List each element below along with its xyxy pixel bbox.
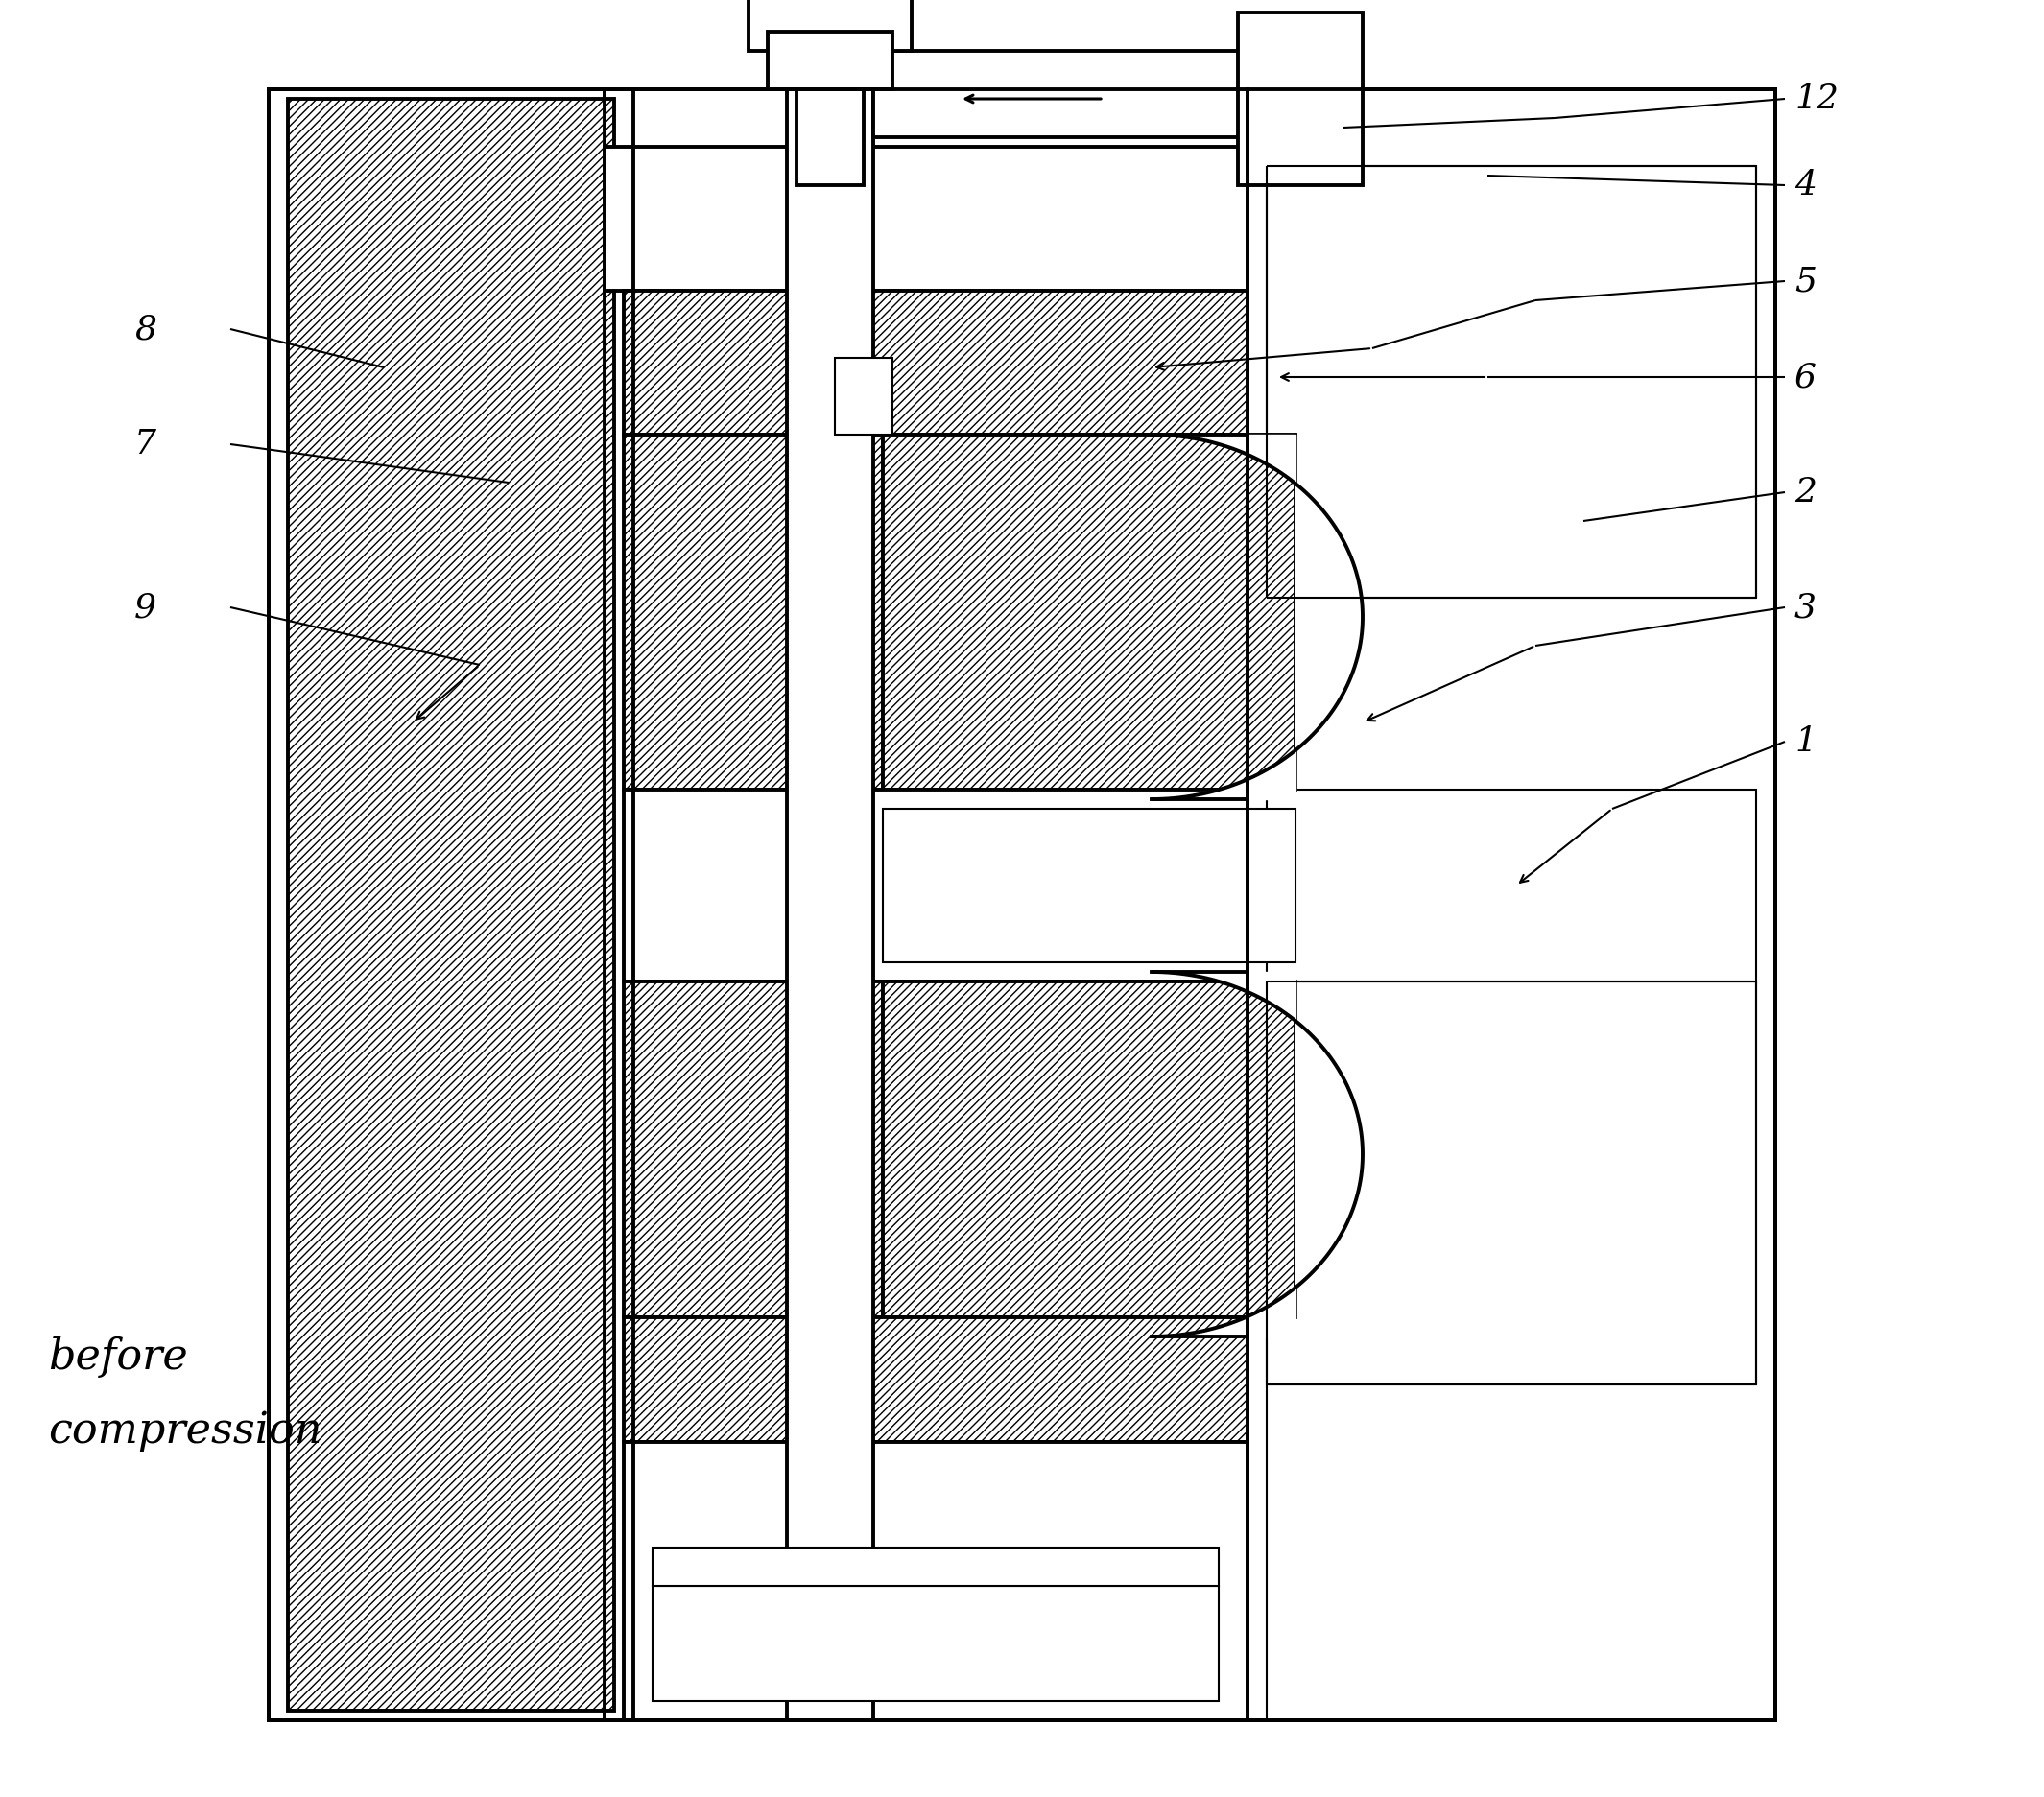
Text: 12: 12 <box>1795 83 1840 115</box>
Text: 8: 8 <box>135 313 157 345</box>
Bar <box>623 291 1247 435</box>
Bar <box>605 90 1247 1720</box>
Bar <box>873 50 1286 137</box>
Bar <box>605 147 1247 291</box>
Bar <box>623 435 797 789</box>
Bar <box>797 0 865 185</box>
Bar <box>1247 90 1776 1720</box>
Text: 3: 3 <box>1795 591 1817 624</box>
Bar <box>623 1317 1247 1441</box>
Bar <box>1239 13 1363 185</box>
Bar <box>1267 789 1756 981</box>
Text: 2: 2 <box>1795 476 1817 509</box>
Bar <box>623 789 1247 981</box>
Bar <box>769 32 893 90</box>
Bar <box>883 981 1296 1317</box>
Bar <box>268 90 634 1720</box>
Bar <box>652 1547 1218 1587</box>
Bar <box>883 809 1296 963</box>
Bar <box>883 435 1296 789</box>
Bar <box>652 1587 1218 1702</box>
Text: 4: 4 <box>1795 169 1817 201</box>
Bar <box>268 90 634 1720</box>
Text: 7: 7 <box>135 428 157 460</box>
Bar <box>797 981 883 1317</box>
Bar <box>623 981 797 1317</box>
Text: before
compression: before compression <box>47 1337 321 1452</box>
Bar <box>1267 981 1756 1384</box>
Bar <box>605 90 1247 1720</box>
Bar <box>787 13 873 1720</box>
Bar <box>834 358 893 435</box>
Bar <box>1267 165 1756 598</box>
Bar <box>797 435 883 789</box>
Text: 1: 1 <box>1795 726 1817 758</box>
Bar <box>748 0 912 50</box>
Text: 9: 9 <box>135 591 157 624</box>
Bar <box>623 1441 1247 1720</box>
Text: 6: 6 <box>1795 361 1817 394</box>
Text: 5: 5 <box>1795 264 1817 298</box>
Bar <box>268 90 1776 1720</box>
Bar <box>288 99 613 1711</box>
Bar <box>1247 90 1776 1720</box>
